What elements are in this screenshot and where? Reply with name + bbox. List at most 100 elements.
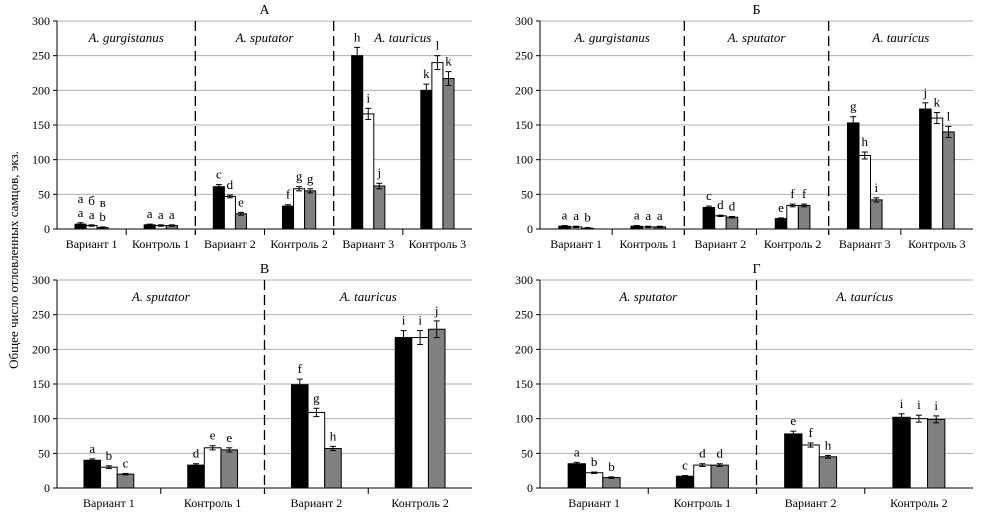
- data-label: d: [716, 446, 723, 461]
- species-label: A. sputator: [618, 289, 678, 304]
- x-tick-label: Контроль 1: [184, 496, 242, 510]
- data-label: a: [89, 441, 95, 456]
- x-tick-label: Контроль 2: [391, 496, 449, 510]
- species-label: A. tauricus: [339, 289, 397, 304]
- bar: [846, 122, 860, 230]
- bar: [234, 213, 248, 230]
- x-tick-label: Контроль 3: [908, 237, 966, 251]
- y-tick-label: 150: [515, 118, 533, 132]
- y-tick-label: 50: [521, 446, 533, 460]
- data-label: h: [862, 134, 869, 149]
- data-label: a: [634, 208, 640, 223]
- x-tick-label: Контроль 1: [132, 237, 190, 251]
- bar: [774, 218, 788, 230]
- bar: [362, 113, 375, 230]
- x-tick-label: Вариант 3: [342, 237, 394, 251]
- data-label: b: [584, 210, 591, 225]
- data-label: d: [699, 446, 706, 461]
- y-tick-label: 250: [515, 49, 533, 63]
- data-label: a: [78, 191, 84, 206]
- data-label: a: [645, 208, 651, 223]
- data-label: e: [226, 430, 232, 445]
- bar: [394, 337, 413, 489]
- data-label: k: [445, 54, 452, 69]
- data-label: c: [706, 188, 712, 203]
- data-label: j: [434, 303, 439, 318]
- data-label: d: [193, 446, 200, 461]
- bar: [83, 459, 102, 489]
- y-tick-label: 300: [32, 14, 50, 28]
- panel-g-chart: 0 50 100 150 200 250 300 Г Вариант 1 Контроль 1 Ва…: [515, 262, 973, 510]
- data-label: i: [402, 313, 406, 328]
- data-label: f: [808, 425, 813, 440]
- bar: [293, 188, 306, 230]
- bar: [431, 62, 444, 230]
- species-label: A. gurgistanus: [87, 30, 163, 45]
- y-tick-label: 150: [32, 118, 50, 132]
- species-label: A. sputator: [727, 30, 787, 45]
- panel-v-chart: 0 50 100 150 200 250 300 В Вариант 1 Контроль 1 Ва…: [32, 262, 472, 510]
- species-label: A. gurgistanus: [573, 30, 649, 45]
- y-tick-label: 50: [38, 187, 50, 201]
- bar: [116, 473, 135, 489]
- data-label: b: [99, 209, 106, 224]
- panel-b-chart: 0 50 100 150 200 250 300 Б Вариант 1 Контроль 1 Ва…: [515, 3, 973, 251]
- bar: [290, 384, 309, 489]
- data-label: i: [418, 313, 422, 328]
- bar: [797, 204, 811, 230]
- y-tick-label: 50: [521, 187, 533, 201]
- data-label: k: [934, 95, 941, 110]
- x-tick-label: Контроль 1: [674, 496, 732, 510]
- bar: [212, 186, 225, 230]
- bar: [675, 475, 695, 489]
- bar: [373, 185, 386, 230]
- x-tick-label: Вариант 2: [695, 237, 747, 251]
- panel-title: Г: [752, 262, 760, 277]
- bar: [702, 207, 716, 230]
- data-label: a: [657, 208, 663, 223]
- panel-a-chart: 0 50 100 150 200 250 300 А Вариант 1 Контроль 1 Ва…: [32, 3, 472, 251]
- data-label: f: [298, 361, 303, 376]
- data-label: a: [562, 208, 568, 223]
- y-tick-label: 300: [32, 273, 50, 287]
- bar: [784, 433, 803, 489]
- data-label: c: [216, 167, 222, 182]
- data-label: a: [147, 206, 153, 221]
- bar: [203, 447, 222, 489]
- bar: [304, 190, 317, 230]
- data-label: h: [354, 29, 361, 44]
- bar: [942, 131, 955, 230]
- bar: [442, 78, 455, 230]
- bar: [100, 466, 118, 489]
- data-label: i: [874, 180, 878, 195]
- bar: [187, 464, 205, 489]
- y-tick-label: 150: [515, 377, 533, 391]
- species-label: A. taurícus: [835, 289, 893, 304]
- x-tick-label: Вариант 2: [291, 496, 343, 510]
- data-label: b: [106, 448, 113, 463]
- bar: [307, 411, 326, 489]
- x-tick-label: Вариант 3: [839, 237, 891, 251]
- data-label: a: [169, 207, 175, 222]
- data-label: d: [729, 199, 736, 214]
- y-tick-label: 200: [515, 342, 533, 356]
- data-label: a: [158, 207, 164, 222]
- bar: [427, 328, 446, 489]
- bar: [714, 215, 727, 230]
- bar: [411, 337, 429, 489]
- x-tick-label: Контроль 3: [409, 237, 467, 251]
- data-label: i: [917, 397, 921, 412]
- panel-title: Б: [752, 3, 760, 18]
- bar: [281, 205, 295, 230]
- x-tick-label: Вариант 1: [66, 237, 118, 251]
- panel-title: В: [260, 262, 269, 277]
- data-label: g: [296, 169, 303, 184]
- data-label: f: [790, 186, 795, 201]
- data-label: e: [778, 200, 784, 215]
- data-label: c: [682, 458, 688, 473]
- species-label: A. sputator: [235, 30, 295, 45]
- data-label: в: [100, 195, 106, 210]
- data-label: f: [286, 187, 291, 202]
- data-label: f: [802, 186, 807, 201]
- y-tick-label: 0: [527, 481, 533, 495]
